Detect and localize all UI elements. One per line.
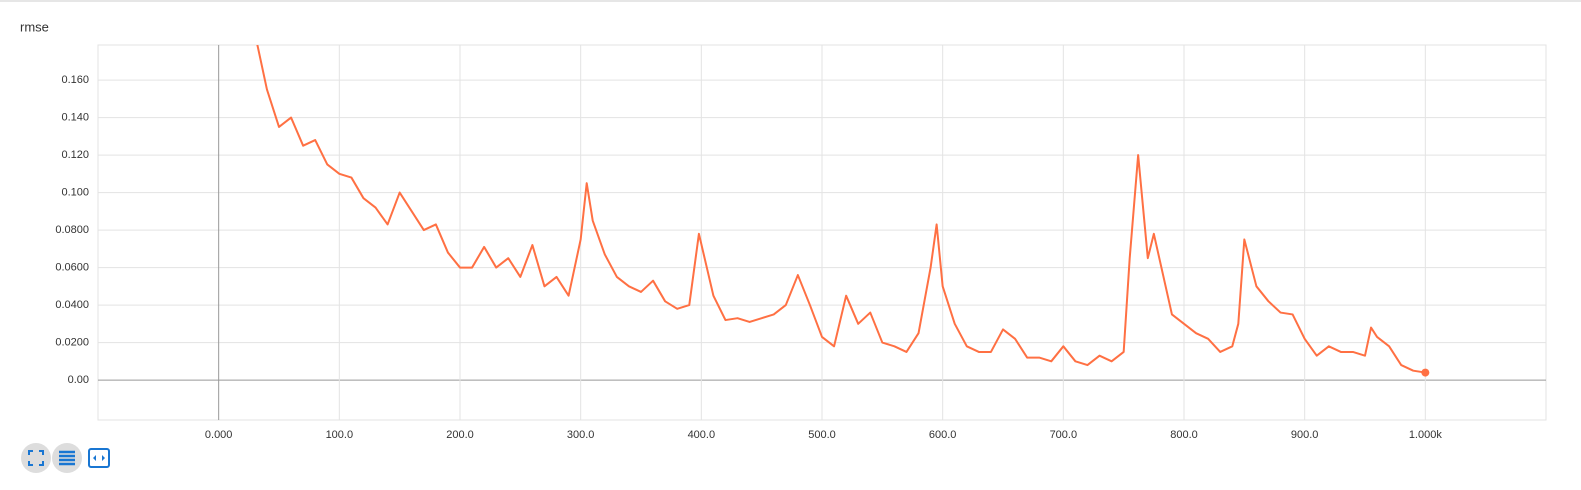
fit-button[interactable]: [21, 443, 51, 473]
y-tick-label: 0.100: [61, 186, 89, 198]
x-tick-label: 100.0: [326, 429, 354, 441]
last-point: [1421, 368, 1430, 377]
toolbar: [21, 443, 110, 473]
y-tick-label: 0.0600: [55, 261, 89, 273]
y-tick-label: 0.0200: [55, 336, 89, 348]
y-tick-label: 0.00: [68, 374, 89, 386]
y-tick-label: 0.140: [61, 111, 89, 123]
x-tick-label: 600.0: [929, 429, 957, 441]
x-tick-label: 300.0: [567, 429, 595, 441]
x-tick-label: 900.0: [1291, 429, 1319, 441]
x-tick-label: 200.0: [446, 429, 474, 441]
x-tick-label: 0.000: [205, 429, 233, 441]
y-tick-label: 0.0400: [55, 299, 89, 311]
data-button[interactable]: [52, 443, 82, 473]
y-tick-label: 0.0800: [55, 224, 89, 236]
chart-title: rmse: [20, 19, 49, 34]
y-tick-label: 0.120: [61, 149, 89, 161]
x-tick-label: 700.0: [1050, 429, 1078, 441]
x-tick-label: 1.000k: [1409, 429, 1443, 441]
zoom-button[interactable]: [88, 448, 110, 468]
x-tick-label: 400.0: [688, 429, 716, 441]
top-border: [0, 0, 1581, 2]
y-tick-label: 0.160: [61, 74, 89, 86]
series-line: [256, 45, 1426, 374]
x-tick-label: 500.0: [808, 429, 836, 441]
x-tick-label: 800.0: [1170, 429, 1198, 441]
